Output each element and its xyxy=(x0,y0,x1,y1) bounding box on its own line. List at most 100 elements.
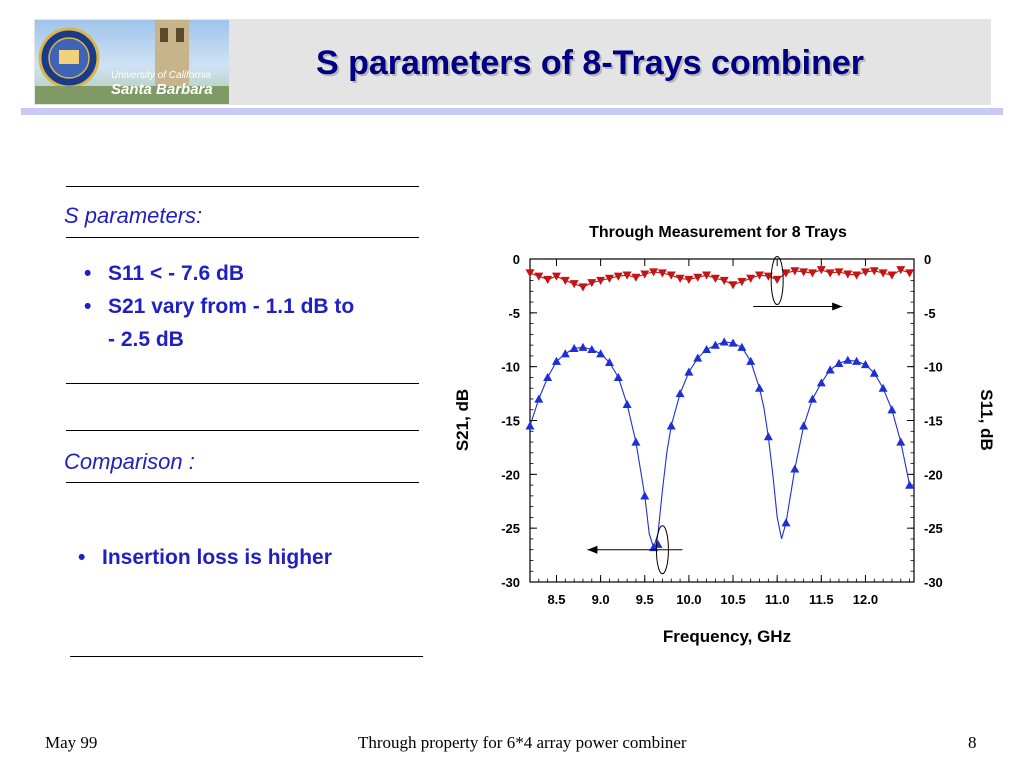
bullet-dot: • xyxy=(78,546,86,569)
university-logo: University of California Santa Barbara xyxy=(35,20,229,104)
bullet-s21-line2: - 2.5 dB xyxy=(108,328,184,351)
data-point-s21 xyxy=(640,491,650,500)
y-tick-label-right: 0 xyxy=(924,252,931,267)
data-point-s21 xyxy=(896,437,906,446)
plot-frame xyxy=(529,258,915,583)
data-point-s21 xyxy=(763,432,773,441)
data-point-s11 xyxy=(816,266,826,275)
data-point-s11 xyxy=(534,272,544,281)
header-divider xyxy=(21,108,1003,115)
data-point-s11 xyxy=(666,271,676,280)
data-point-s11 xyxy=(587,279,597,288)
data-point-s11 xyxy=(649,268,659,277)
y-axis-label-left: S21, dB xyxy=(453,389,472,451)
data-point-s11 xyxy=(869,267,879,276)
data-point-s21 xyxy=(675,389,685,398)
x-axis-label: Frequency, GHz xyxy=(663,627,791,646)
data-point-s21 xyxy=(843,355,853,364)
section-heading-s-parameters: S parameters: xyxy=(64,203,203,228)
data-point-s11 xyxy=(852,271,862,280)
y-tick-label-left: -20 xyxy=(501,467,520,482)
y-tick-label-right: -20 xyxy=(924,467,943,482)
data-point-s11 xyxy=(728,281,738,290)
divider-line xyxy=(66,482,419,483)
data-point-s21 xyxy=(596,349,606,358)
divider-line xyxy=(66,383,419,384)
data-point-s11 xyxy=(613,272,623,281)
data-point-s11 xyxy=(640,270,650,279)
data-point-s11 xyxy=(790,267,800,276)
data-point-s21 xyxy=(604,357,614,366)
data-point-s21 xyxy=(878,383,888,392)
data-point-s21 xyxy=(666,421,676,430)
data-point-s21 xyxy=(631,437,641,446)
data-point-s11 xyxy=(631,273,641,282)
data-point-s21 xyxy=(543,372,553,382)
data-point-s21 xyxy=(799,421,809,430)
data-point-s21 xyxy=(728,338,738,347)
data-point-s11 xyxy=(578,283,588,292)
s-parameter-chart: Through Measurement for 8 Trays Frequenc… xyxy=(453,224,996,646)
annotation-arrowhead xyxy=(587,545,598,554)
data-point-s11 xyxy=(807,269,817,278)
x-tick-label: 10.5 xyxy=(720,592,745,607)
data-point-s21 xyxy=(622,399,632,408)
y-tick-label-left: -5 xyxy=(508,306,520,321)
data-point-s21 xyxy=(710,340,720,349)
data-point-s21 xyxy=(653,539,663,548)
data-point-s11 xyxy=(896,266,906,275)
y-tick-label-left: -15 xyxy=(501,414,520,429)
data-point-s11 xyxy=(799,268,809,277)
bullet-s21-line1: S21 vary from - 1.1 dB to xyxy=(108,295,355,318)
data-point-s11 xyxy=(737,278,747,287)
annotation-arrowhead xyxy=(832,302,843,311)
data-point-s11 xyxy=(878,269,888,278)
y-tick-label-right: -10 xyxy=(924,360,943,375)
data-point-s11 xyxy=(684,275,694,284)
data-point-s21 xyxy=(887,405,897,414)
data-point-s11 xyxy=(834,268,844,277)
data-point-s11 xyxy=(710,274,720,283)
data-point-s21 xyxy=(534,394,544,403)
data-point-s11 xyxy=(825,269,835,278)
data-point-s21 xyxy=(613,372,623,382)
x-tick-label: 11.5 xyxy=(809,592,834,607)
data-point-s21 xyxy=(869,368,879,377)
data-point-s11 xyxy=(772,275,782,284)
data-point-s21 xyxy=(525,421,535,430)
data-point-s21 xyxy=(746,356,756,365)
data-point-s21 xyxy=(587,344,597,354)
data-point-s11 xyxy=(543,275,553,284)
slide-number: 8 xyxy=(968,733,977,752)
data-point-s11 xyxy=(746,274,756,283)
data-point-s11 xyxy=(604,274,614,283)
data-point-s11 xyxy=(763,272,773,281)
y-tick-label-right: -15 xyxy=(924,414,943,429)
y-axis-label-right: S11, dB xyxy=(977,389,996,450)
data-point-s21 xyxy=(719,337,729,346)
divider-line xyxy=(66,237,419,238)
data-point-s21 xyxy=(560,349,570,358)
data-point-s11 xyxy=(719,276,729,286)
data-point-s21 xyxy=(807,394,817,403)
data-point-s11 xyxy=(525,269,535,278)
x-tick-label: 12.0 xyxy=(853,592,878,607)
data-point-s11 xyxy=(622,271,632,280)
logo-text-line2: Santa Barbara xyxy=(111,81,213,98)
data-point-s21 xyxy=(702,344,712,354)
data-point-s21 xyxy=(578,342,588,351)
data-point-s11 xyxy=(675,274,685,283)
data-point-s21 xyxy=(781,518,791,527)
data-point-s11 xyxy=(843,270,853,279)
footer-title: Through property for 6*4 array power com… xyxy=(358,733,687,752)
x-tick-label: 10.0 xyxy=(676,592,701,607)
data-point-s11 xyxy=(551,272,561,281)
data-point-s11 xyxy=(860,268,870,277)
data-point-s21 xyxy=(755,383,765,392)
data-point-s21 xyxy=(860,360,870,369)
bullet-insertion-loss: Insertion loss is higher xyxy=(102,546,332,569)
data-point-s11 xyxy=(569,280,579,289)
divider-line xyxy=(66,186,419,187)
data-point-s11 xyxy=(887,271,897,280)
annotation-ellipse xyxy=(770,256,784,306)
